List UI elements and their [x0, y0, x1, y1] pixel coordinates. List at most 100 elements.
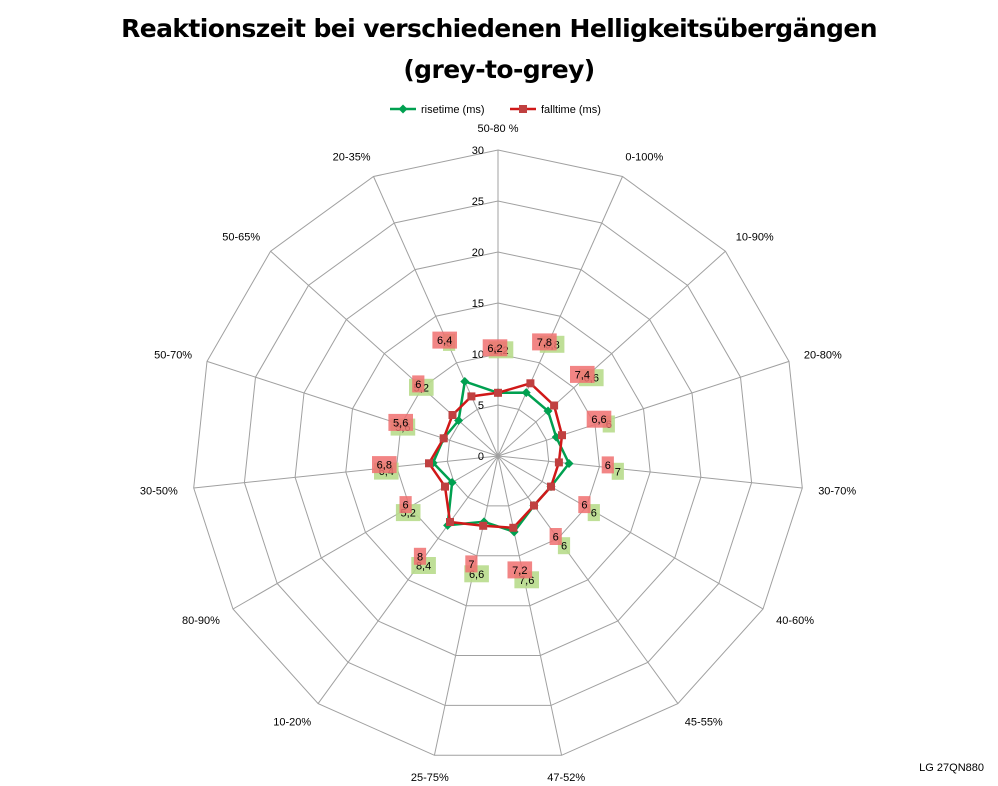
grid-spoke — [317, 455, 499, 704]
radial-tick-label: 25 — [472, 196, 484, 208]
falltime-point — [479, 521, 488, 530]
grid-spoke — [232, 455, 499, 610]
grid-spoke — [433, 455, 499, 756]
falltime-label-bg — [586, 410, 612, 428]
category-label: 20-80% — [804, 350, 842, 362]
falltime-label-bg — [578, 496, 591, 514]
falltime-label-bg — [412, 375, 425, 393]
grid-ring — [446, 404, 550, 507]
falltime-point — [554, 458, 563, 467]
legend-entry-label: risetime (ms) — [421, 104, 485, 116]
grid-spoke — [206, 360, 499, 457]
falltime-point — [526, 379, 535, 388]
falltime-point — [467, 392, 476, 401]
falltime-data-label: 8 — [417, 551, 423, 563]
falltime-data-label: 6 — [403, 500, 409, 512]
falltime-label-bg — [549, 528, 562, 545]
falltime-label-bg — [532, 333, 557, 351]
category-label: 0-100% — [625, 151, 663, 163]
monitor-model-label: LG 27QN880 — [919, 762, 984, 774]
falltime-data-label: 6,8 — [377, 460, 392, 472]
category-label: 25-75% — [411, 772, 449, 784]
falltime-data-label: 6,4 — [437, 335, 452, 347]
falltime-point — [441, 482, 449, 491]
grid-ring — [396, 353, 600, 557]
falltime-series-line — [427, 382, 564, 530]
falltime-label-bg — [388, 413, 413, 431]
falltime-label-bg — [399, 496, 412, 514]
radial-tick-label: 0 — [478, 451, 484, 463]
category-label: 30-50% — [140, 485, 178, 497]
grid-spoke — [497, 176, 623, 457]
falltime-point — [446, 518, 454, 526]
risetime-point — [521, 388, 531, 398]
category-label: 30-70% — [818, 485, 856, 497]
falltime-data-label: 6,6 — [591, 414, 606, 426]
falltime-point — [448, 411, 457, 419]
category-label: 80-90% — [182, 615, 220, 627]
category-label: 50-65% — [222, 232, 260, 244]
radar-grid — [193, 149, 803, 756]
falltime-label-bg — [432, 331, 457, 349]
grid-spoke — [497, 455, 679, 704]
category-label: 20-35% — [333, 151, 371, 163]
falltime-label-bg — [601, 456, 614, 474]
radial-tick-label: 10 — [472, 349, 484, 361]
data-labels: 6,26,86,667667,66,68,45,26,45,65,286,27,… — [372, 331, 624, 589]
falltime-label-bg — [465, 555, 478, 573]
falltime-data-label: 6 — [415, 379, 421, 391]
legend-marker — [519, 105, 527, 113]
category-label: 45-55% — [685, 716, 723, 728]
falltime-data-label: 6,2 — [487, 343, 502, 355]
radial-tick-label: 20 — [472, 247, 484, 259]
radial-tick-label: 15 — [472, 298, 484, 310]
falltime-point — [550, 401, 559, 410]
radial-tick-label: 30 — [472, 145, 484, 157]
legend-entry-label: falltime (ms) — [541, 104, 601, 116]
category-label: 10-20% — [273, 716, 311, 728]
legend-marker — [398, 104, 408, 114]
grid-spoke — [270, 250, 499, 457]
grid-spoke — [497, 455, 563, 756]
grid-spoke — [497, 455, 803, 489]
falltime-label-bg — [372, 456, 397, 474]
chart-subtitle: (grey-to-grey) — [403, 55, 595, 84]
falltime-point — [547, 482, 555, 491]
falltime-data-label: 6 — [553, 532, 559, 544]
falltime-data-label: 7,4 — [575, 369, 590, 381]
category-label: 10-90% — [736, 232, 774, 244]
risetime-data-label: 6 — [591, 508, 597, 520]
grid-ring — [294, 251, 702, 656]
risetime-data-label: 6 — [561, 541, 567, 553]
falltime-point — [494, 388, 502, 397]
category-label: 40-60% — [776, 615, 814, 627]
falltime-point — [530, 501, 538, 510]
falltime-label-bg — [482, 339, 508, 357]
falltime-data-label: 6 — [581, 500, 587, 512]
risetime-point — [460, 376, 470, 386]
falltime-label-bg — [507, 561, 533, 579]
radial-tick-label: 5 — [478, 400, 484, 412]
risetime-label-bg — [587, 504, 600, 522]
grid-spoke — [497, 455, 764, 610]
legend: risetime (ms) falltime (ms) — [390, 104, 601, 116]
category-label: 47-52% — [547, 772, 585, 784]
risetime-point — [447, 478, 457, 488]
series-lines — [425, 376, 574, 537]
category-label: 50-70% — [154, 350, 192, 362]
falltime-point — [425, 459, 433, 468]
grid-spoke — [497, 250, 726, 457]
falltime-label-bg — [413, 547, 427, 565]
grid-ring — [345, 302, 651, 607]
falltime-data-label: 6 — [605, 460, 611, 472]
risetime-point — [564, 458, 574, 468]
category-labels: 50-80 % 0-100% 10-90% 20-80% 30-70% 40-60% 45-… — [140, 123, 856, 784]
falltime-data-label: 7,8 — [537, 337, 552, 349]
falltime-point — [509, 523, 518, 532]
grid-ring — [243, 200, 753, 706]
grid-spoke — [497, 360, 790, 457]
grid-spoke — [373, 176, 499, 457]
grid-spoke — [193, 455, 499, 489]
falltime-label-bg — [570, 365, 595, 383]
